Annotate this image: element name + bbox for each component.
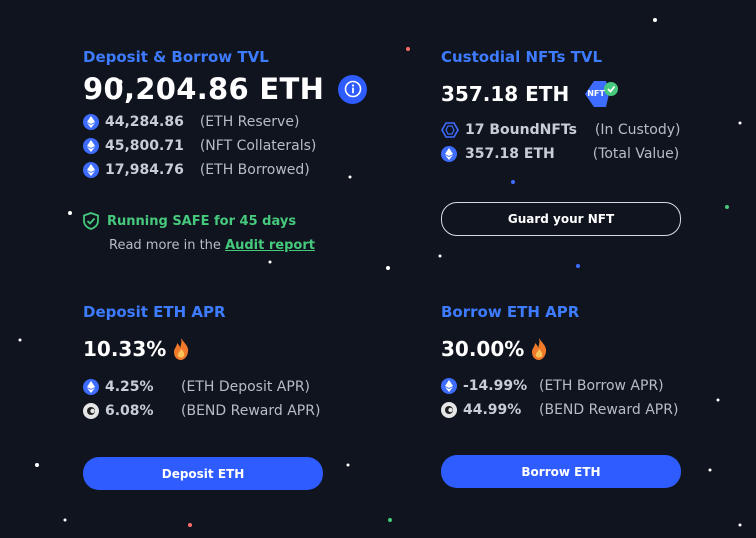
tvl-row-label: (NFT Collaterals) <box>199 138 317 154</box>
eth-icon <box>441 146 457 162</box>
bend-icon <box>441 402 457 418</box>
audit-report-link[interactable]: Audit report <box>225 238 315 253</box>
tvl-row-value: 45,800.71 <box>105 138 184 154</box>
borrow-eth-button[interactable]: Borrow ETH <box>441 455 681 488</box>
read-more: Read more in the Audit report <box>109 238 383 253</box>
safe-status: Running SAFE for 45 days <box>83 212 383 230</box>
nft-row-value: 17 BoundNFTs <box>465 122 577 138</box>
guard-nft-button[interactable]: Guard your NFT <box>441 202 681 236</box>
nft-row-value: 357.18 ETH <box>465 146 555 162</box>
info-icon[interactable] <box>338 74 368 104</box>
eth-icon <box>441 378 457 394</box>
deposit-rate: 10.33% <box>83 337 167 361</box>
deposit-row-value: 6.08% <box>105 403 154 419</box>
fire-icon <box>530 337 548 361</box>
tvl-row-value: 17,984.76 <box>105 162 184 178</box>
boundnft-icon <box>441 122 459 138</box>
borrow-rate: 30.00% <box>441 337 525 361</box>
borrow-rate-row: 30.00% <box>441 337 741 361</box>
read-more-text: Read more in the <box>109 238 221 253</box>
tvl-total-row: 90,204.86 ETH <box>83 72 383 106</box>
tvl-panel: Deposit & Borrow TVL 90,204.86 ETH 44,28… <box>83 48 383 253</box>
borrow-row-value: 44.99% <box>463 402 522 418</box>
nft-row-label: (Total Value) <box>592 146 680 162</box>
nft-total: 357.18 ETH <box>441 82 570 106</box>
nft-row-label: (In Custody) <box>594 122 681 138</box>
tvl-row-nft-collaterals: 45,800.71 (NFT Collaterals) <box>83 134 383 158</box>
eth-icon <box>83 162 99 178</box>
deposit-eth-button[interactable]: Deposit ETH <box>83 457 323 490</box>
tvl-title: Deposit & Borrow TVL <box>83 48 269 66</box>
deposit-row-eth: 4.25% (ETH Deposit APR) <box>83 375 383 399</box>
borrow-panel: Borrow ETH APR 30.00% -14.99% (ETH Borro… <box>441 303 741 422</box>
nft-panel: Custodial NFTs TVL 357.18 ETH NFT 17 Bou… <box>441 48 741 166</box>
nft-shield-badge-icon: NFT <box>581 80 619 108</box>
safe-text: Running SAFE for 45 days <box>107 213 297 229</box>
nft-badge-label: NFT <box>587 89 605 98</box>
nft-total-row: 357.18 ETH NFT <box>441 80 741 108</box>
tvl-row-eth-borrowed: 17,984.76 (ETH Borrowed) <box>83 158 383 182</box>
tvl-row-value: 44,284.86 <box>105 114 184 130</box>
shield-check-icon <box>83 212 99 230</box>
tvl-row-label: (ETH Reserve) <box>199 114 300 130</box>
deposit-panel: Deposit ETH APR 10.33% 4.25% (ETH Deposi… <box>83 303 383 423</box>
borrow-title: Borrow ETH APR <box>441 303 580 321</box>
eth-icon <box>83 114 99 130</box>
borrow-row-label: (ETH Borrow APR) <box>539 378 664 394</box>
tvl-row-label: (ETH Borrowed) <box>199 162 310 178</box>
deposit-title: Deposit ETH APR <box>83 303 226 321</box>
borrow-row-label: (BEND Reward APR) <box>539 402 679 418</box>
borrow-row-value: -14.99% <box>463 378 528 394</box>
borrow-row-eth: -14.99% (ETH Borrow APR) <box>441 374 741 398</box>
deposit-row-label: (BEND Reward APR) <box>181 403 321 419</box>
deposit-row-value: 4.25% <box>105 379 154 395</box>
eth-icon <box>83 138 99 154</box>
deposit-row-label: (ETH Deposit APR) <box>181 379 311 395</box>
fire-icon <box>172 337 190 361</box>
nft-title: Custodial NFTs TVL <box>441 48 603 66</box>
nft-row-total-value: 357.18 ETH (Total Value) <box>441 142 741 166</box>
nft-row-boundnfts: 17 BoundNFTs (In Custody) <box>441 118 741 142</box>
eth-icon <box>83 379 99 395</box>
tvl-row-eth-reserve: 44,284.86 (ETH Reserve) <box>83 110 383 134</box>
borrow-row-bend: 44.99% (BEND Reward APR) <box>441 398 741 422</box>
bend-icon <box>83 403 99 419</box>
tvl-total: 90,204.86 ETH <box>83 72 325 106</box>
deposit-row-bend: 6.08% (BEND Reward APR) <box>83 399 383 423</box>
deposit-rate-row: 10.33% <box>83 337 383 361</box>
